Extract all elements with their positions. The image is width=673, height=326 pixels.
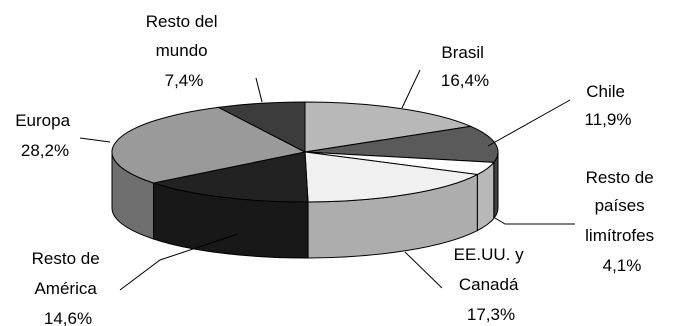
slice-resto-de-america <box>151 151 309 203</box>
label-europa: Europa 28,2% <box>15 111 75 160</box>
slice-resto-del-mundo <box>216 101 306 153</box>
leader-line-resto-del-mundo <box>255 77 263 103</box>
label-chile: Chile 11,9% <box>585 82 632 129</box>
pie-sides <box>111 151 499 259</box>
leader-line-brasil <box>401 69 421 109</box>
leader-line-europa <box>79 137 111 143</box>
pie-tops <box>111 101 499 203</box>
leader-line-chile <box>487 99 571 147</box>
label-resto-america: Resto de América 14,6% <box>32 249 105 326</box>
label-brasil: Brasil 16,4% <box>441 43 489 90</box>
slice-chile <box>304 125 499 163</box>
leader-line-eeuu-canada <box>404 251 443 289</box>
leader-lines <box>79 69 575 291</box>
label-resto-del-mundo: Resto del mundo 7,4% <box>146 12 223 90</box>
slice-europa <box>111 106 307 184</box>
slice-ee-uu-y-canada <box>304 151 479 203</box>
label-eeuu-canada: EE.UU. y Canadá 17,3% <box>454 245 529 324</box>
leader-line-resto-paises-limitrofes <box>494 217 575 225</box>
leader-line-resto-america <box>119 233 239 291</box>
slice-brasil <box>304 101 473 153</box>
label-resto-paises-limitrofes: Resto de países limítrofes 4,1% <box>585 168 659 275</box>
